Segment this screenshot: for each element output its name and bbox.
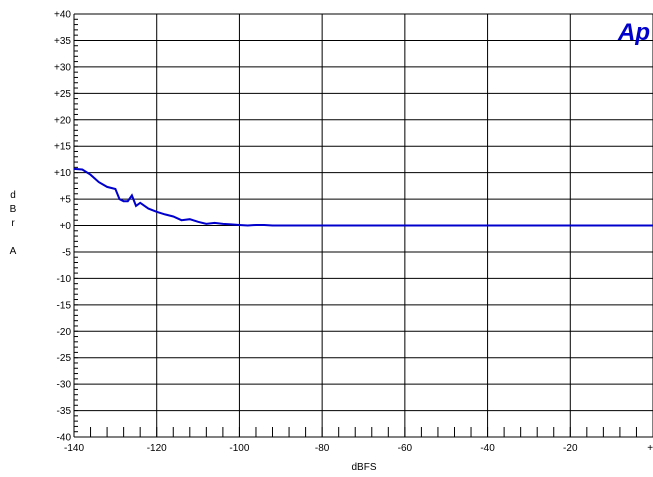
y-tick-label: +25 (54, 89, 71, 100)
y-axis-title-char: B (10, 204, 17, 215)
x-tick-label: -40 (480, 443, 495, 454)
y-tick-label: -35 (57, 406, 72, 417)
y-tick-label: +15 (54, 142, 71, 153)
y-axis-title-char: d (10, 190, 16, 201)
y-tick-label: -25 (57, 353, 72, 364)
y-tick-label: -30 (57, 380, 72, 391)
minor-tick-marks (73, 13, 653, 438)
y-tick-label: +40 (54, 10, 71, 21)
y-tick-label: +0 (60, 221, 72, 232)
x-tick-label: -20 (563, 443, 578, 454)
y-tick-label: -10 (57, 274, 72, 285)
series-layer (73, 167, 653, 227)
y-tick-labels: +40 +35 +30 +25 +20 +15 +10 +5 +0 -5 -10 -15 -20 -25 -… (54, 10, 71, 444)
x-axis-title: dBFS (351, 462, 376, 473)
x-tick-label: -140 (64, 443, 84, 454)
x-tick-label: -60 (398, 443, 413, 454)
series-line (73, 167, 653, 227)
y-tick-label: -15 (57, 300, 72, 311)
x-tick-labels: -140 -120 -100 -80 -60 -40 -20 +0 (64, 443, 653, 454)
x-tick-label: -100 (229, 443, 249, 454)
y-tick-label: +10 (54, 168, 71, 179)
y-tick-label: +35 (54, 36, 71, 47)
y-tick-label: +30 (54, 62, 71, 73)
y-tick-label: -40 (57, 433, 72, 444)
y-tick-label: -20 (57, 327, 72, 338)
x-tick-label: +0 (647, 443, 653, 454)
y-axis-title-char: A (10, 246, 17, 257)
y-tick-label: +5 (60, 195, 72, 206)
y-tick-label: +20 (54, 115, 71, 126)
y-axis-title: dBr A (10, 190, 17, 257)
x-tick-label: -120 (147, 443, 167, 454)
x-tick-label: -80 (315, 443, 330, 454)
y-tick-label: -5 (62, 247, 71, 258)
y-axis-title-char: r (11, 218, 15, 229)
brand-logo: Ap (617, 19, 650, 46)
